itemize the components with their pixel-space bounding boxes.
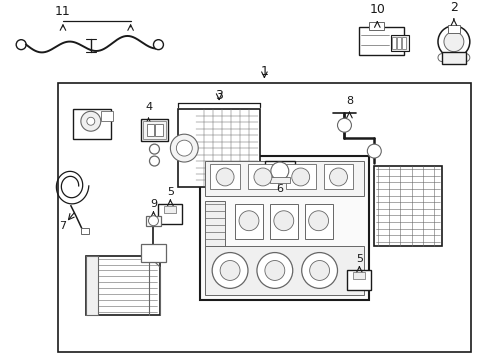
Text: 6: 6 xyxy=(276,184,283,194)
Bar xyxy=(73,109,110,139)
Circle shape xyxy=(153,40,163,50)
Bar xyxy=(86,256,98,315)
Circle shape xyxy=(437,54,445,62)
Text: 10: 10 xyxy=(368,3,385,16)
Circle shape xyxy=(256,253,292,288)
Bar xyxy=(205,161,364,196)
Circle shape xyxy=(270,162,288,180)
Bar xyxy=(264,161,294,179)
Circle shape xyxy=(149,144,159,154)
Bar xyxy=(359,27,404,55)
Bar xyxy=(158,204,182,224)
Circle shape xyxy=(366,144,381,158)
Text: 4: 4 xyxy=(144,102,152,112)
Text: 5: 5 xyxy=(166,187,174,197)
Bar xyxy=(205,246,364,295)
Circle shape xyxy=(148,216,158,226)
Bar xyxy=(140,244,166,261)
Bar xyxy=(205,201,224,261)
Circle shape xyxy=(273,211,293,231)
Text: 11: 11 xyxy=(55,5,71,18)
Bar xyxy=(401,37,406,49)
Text: 3: 3 xyxy=(215,89,223,102)
Bar xyxy=(368,22,384,30)
Bar xyxy=(178,109,260,187)
Bar xyxy=(142,121,166,139)
Circle shape xyxy=(170,134,198,162)
Bar xyxy=(353,273,365,279)
Circle shape xyxy=(149,156,159,166)
Circle shape xyxy=(308,211,328,231)
Circle shape xyxy=(337,118,351,132)
Bar xyxy=(210,164,240,189)
Bar xyxy=(146,124,154,136)
Bar xyxy=(447,25,459,33)
Circle shape xyxy=(212,253,247,288)
Bar xyxy=(235,204,263,239)
Circle shape xyxy=(81,111,101,131)
Bar xyxy=(155,124,163,136)
Circle shape xyxy=(220,261,240,280)
Circle shape xyxy=(443,32,463,51)
Bar xyxy=(86,256,160,315)
Circle shape xyxy=(309,261,329,280)
Bar xyxy=(391,37,395,49)
Circle shape xyxy=(176,140,192,156)
Bar xyxy=(396,37,400,49)
Bar xyxy=(285,164,315,189)
Text: 2: 2 xyxy=(449,1,457,14)
Circle shape xyxy=(461,54,469,62)
Circle shape xyxy=(87,117,95,125)
Text: 8: 8 xyxy=(345,96,352,106)
Bar xyxy=(304,204,332,239)
Text: 9: 9 xyxy=(150,199,157,209)
Bar xyxy=(441,51,465,64)
Bar xyxy=(347,270,370,291)
Circle shape xyxy=(216,168,234,186)
Bar xyxy=(373,166,441,246)
Circle shape xyxy=(291,168,309,186)
Bar xyxy=(323,164,353,189)
Bar xyxy=(140,119,168,141)
Bar xyxy=(164,206,176,213)
Circle shape xyxy=(301,253,337,288)
Circle shape xyxy=(264,261,284,280)
Text: 5: 5 xyxy=(355,253,362,264)
Circle shape xyxy=(329,168,347,186)
Bar xyxy=(269,204,297,239)
Bar xyxy=(145,216,161,226)
Circle shape xyxy=(239,211,258,231)
Bar xyxy=(269,177,289,183)
Bar xyxy=(58,84,470,352)
Bar xyxy=(390,35,408,51)
Circle shape xyxy=(16,40,26,50)
Bar xyxy=(247,164,277,189)
Text: 7: 7 xyxy=(59,221,66,231)
Circle shape xyxy=(437,26,469,58)
Text: 1: 1 xyxy=(260,65,268,78)
Bar xyxy=(81,228,89,234)
Bar xyxy=(200,156,368,300)
Bar xyxy=(101,111,112,121)
Circle shape xyxy=(253,168,271,186)
